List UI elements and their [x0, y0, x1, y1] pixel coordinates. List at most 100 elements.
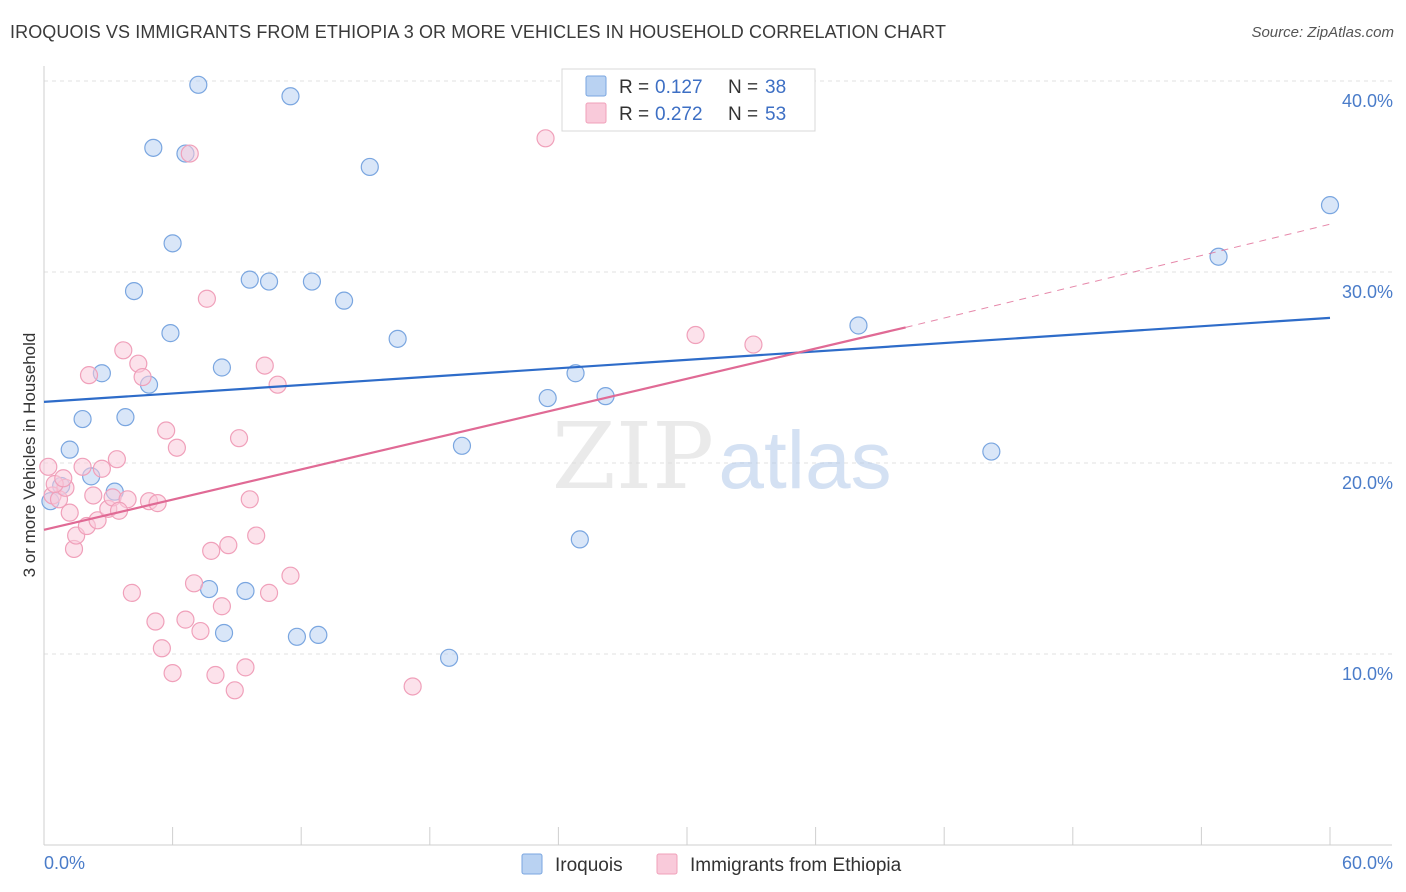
legend-r-label-1: R = [619, 77, 649, 98]
iroquois-trend-line [43, 316, 1331, 403]
iroquois-point [73, 409, 92, 429]
watermark-atlas: atlas [718, 415, 891, 506]
ethiopia-point [39, 457, 58, 476]
y-axis-title: 3 or more Vehicles in Household [20, 333, 39, 578]
legend-r-label-2: R = [619, 104, 649, 125]
iroquois-point [538, 388, 557, 408]
y-tick-label: 30.0% [1342, 282, 1393, 302]
ethiopia-point [157, 421, 176, 440]
y-tick-label: 20.0% [1342, 473, 1393, 493]
ethiopia-point [236, 658, 255, 677]
iroquois-point [982, 442, 1001, 461]
ethiopia-point [73, 457, 92, 476]
ethiopia-point [225, 681, 244, 700]
watermark-zip: ZIP [552, 403, 714, 510]
x-tick-label-min: 0.0% [44, 853, 85, 873]
ethiopia-point [240, 490, 259, 509]
ethiopia-point [268, 375, 287, 394]
y-tick-label: 10.0% [1342, 664, 1393, 684]
iroquois-point [1209, 247, 1228, 266]
x-tick-label-max: 60.0% [1342, 853, 1393, 873]
iroquois-point [144, 138, 163, 157]
ethiopia-point [146, 612, 165, 631]
ethiopia-point [206, 665, 225, 685]
iroquois-point [360, 157, 379, 177]
ethiopia-point [92, 459, 111, 478]
iroquois-point [302, 272, 322, 291]
ethiopia-point [79, 366, 99, 385]
ethiopia-point [686, 325, 705, 345]
ethiopia-point [167, 438, 186, 457]
grid-lines [44, 80, 1392, 655]
legend-n-label-1: N = [728, 77, 758, 98]
ethiopia-point [281, 566, 300, 585]
ethiopia-point [176, 610, 195, 629]
iroquois-point [259, 272, 279, 291]
iroquois-point [1320, 196, 1340, 215]
ethiopia-point [133, 367, 152, 387]
ethiopia-point [122, 583, 141, 602]
iroquois-point [849, 316, 868, 335]
ethiopia-trend-extension [905, 223, 1331, 328]
iroquois-point [163, 234, 182, 253]
ethiopia-point [744, 335, 763, 354]
legend-r-value-2: 0.272 [655, 104, 703, 125]
ethiopia-point [180, 144, 199, 163]
ethiopia-point [255, 356, 274, 375]
ethiopia-point [259, 583, 279, 602]
iroquois-point [452, 436, 472, 455]
ethiopia-point [191, 621, 210, 641]
ethiopia-point [212, 597, 231, 616]
y-tick-labels: 10.0% 20.0% 30.0% 40.0% [1342, 91, 1393, 684]
ethiopia-point [84, 486, 103, 505]
ethiopia-point [114, 341, 133, 360]
ethiopia-point [163, 663, 182, 683]
iroquois-point [281, 87, 300, 106]
ethiopia-point [60, 503, 79, 522]
iroquois-point [570, 530, 589, 549]
ethiopia-point [152, 639, 171, 658]
legend-swatch-ethiopia [585, 102, 607, 124]
legend-n-value-1: 38 [765, 77, 786, 98]
iroquois-point [334, 291, 354, 310]
trend-lines [43, 223, 1331, 531]
iroquois-point [60, 440, 79, 459]
ethiopia-point [403, 677, 422, 696]
iroquois-point [439, 648, 459, 667]
ethiopia-point [54, 469, 73, 488]
iroquois-point [566, 364, 585, 383]
ethiopia-point [197, 289, 216, 308]
iroquois-point [309, 625, 328, 645]
iroquois-point [236, 581, 255, 601]
iroquois-point [214, 623, 234, 643]
watermark: ZIP atlas [552, 403, 892, 510]
bottom-legend-swatch-iroquois [521, 853, 543, 875]
ethiopia-point [229, 429, 249, 448]
ethiopia-point [107, 450, 126, 469]
ethiopia-trend-line [43, 326, 906, 531]
iroquois-point [240, 270, 259, 289]
bottom-legend-label-iroquois: Iroquois [555, 855, 623, 876]
chart-title: IROQUOIS VS IMMIGRANTS FROM ETHIOPIA 3 O… [10, 22, 947, 42]
axes [43, 66, 1392, 846]
legend: R = 0.127 N = 38 R = 0.272 N = 53 [561, 68, 816, 132]
ethiopia-point [202, 541, 221, 560]
iroquois-point [124, 282, 144, 301]
ethiopia-point [184, 574, 204, 593]
ethiopia-point [247, 526, 266, 545]
iroquois-point [161, 324, 180, 343]
iroquois-point [287, 627, 307, 646]
iroquois-point [388, 329, 407, 348]
ethiopia-point [219, 536, 238, 555]
ethiopia-point [536, 129, 555, 148]
iroquois-point [189, 75, 208, 94]
iroquois-point [116, 408, 135, 427]
iroquois-point [212, 358, 231, 377]
legend-swatch-iroquois [585, 75, 607, 97]
bottom-legend-swatch-ethiopia [656, 853, 678, 875]
bottom-legend-label-ethiopia: Immigrants from Ethiopia [690, 855, 902, 876]
y-tick-label: 40.0% [1342, 91, 1393, 111]
legend-n-value-2: 53 [765, 104, 786, 125]
legend-r-value-1: 0.127 [655, 77, 703, 98]
